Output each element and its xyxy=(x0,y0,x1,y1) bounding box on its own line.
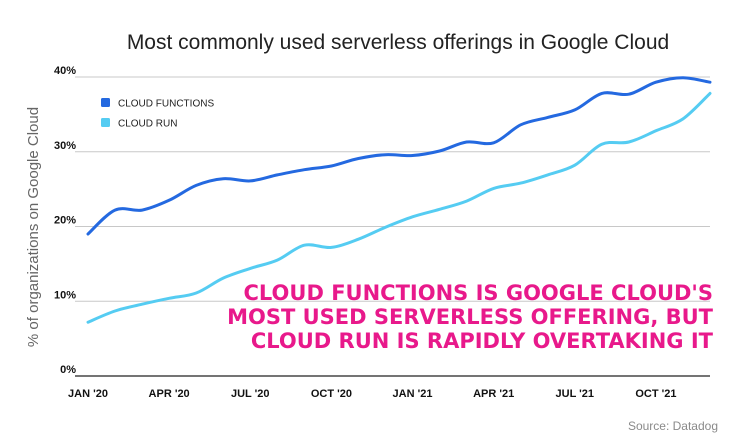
x-tick-label: OCT '20 xyxy=(311,388,352,400)
x-tick-label: JUL '20 xyxy=(231,388,270,400)
series-line-cloud-functions xyxy=(86,76,712,236)
y-tick-label: 20% xyxy=(54,215,76,227)
annotation-line: MOST USED SERVERLESS OFFERING, BUT xyxy=(227,305,714,329)
grid-lines xyxy=(75,76,710,377)
legend-label: CLOUD FUNCTIONS xyxy=(118,99,214,110)
y-tick-label: 10% xyxy=(54,289,76,301)
y-tick-label: 30% xyxy=(54,140,76,152)
x-tick-label: JAN '21 xyxy=(393,388,433,400)
y-axis-label: % of organizations on Google Cloud xyxy=(25,107,42,347)
y-tick-label: 40% xyxy=(54,65,76,77)
legend: CLOUD FUNCTIONS CLOUD RUN xyxy=(101,98,214,130)
annotation-line: CLOUD RUN IS RAPIDLY OVERTAKING IT xyxy=(251,329,714,353)
x-tick-label: JAN '20 xyxy=(68,388,108,400)
x-tick-label: APR '20 xyxy=(149,388,190,400)
source-note: Source: Datadog xyxy=(628,419,718,433)
x-tick-label: OCT '21 xyxy=(635,388,676,400)
chart-title: Most commonly used serverless offerings … xyxy=(127,31,669,54)
legend-swatch xyxy=(101,118,110,127)
x-tick-labels: JAN '20 APR '20 JUL '20 OCT '20 JAN '21 APR '… xyxy=(68,388,676,400)
series-line-cloud-run xyxy=(86,91,712,324)
legend-swatch xyxy=(101,98,110,107)
y-tick-label: 0% xyxy=(60,364,76,376)
y-tick-labels: 0% 10% 20% 30% 40% xyxy=(54,65,76,376)
series-lines xyxy=(86,76,712,324)
x-tick-label: APR '21 xyxy=(473,388,514,400)
legend-label: CLOUD RUN xyxy=(118,119,177,130)
annotation-line: CLOUD FUNCTIONS IS GOOGLE CLOUD'S xyxy=(244,281,713,305)
x-tick-label: JUL '21 xyxy=(556,388,595,400)
